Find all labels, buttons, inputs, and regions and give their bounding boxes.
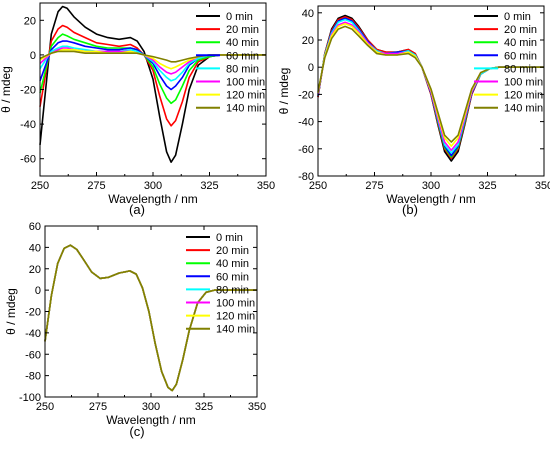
x-tick-label: 325 [200, 180, 218, 192]
legend-entry: 0 min [504, 11, 531, 23]
legend-entry: 80 min [216, 284, 249, 296]
y-tick-label: 0 [35, 285, 41, 297]
panel-label: (c) [129, 424, 144, 439]
legend-entry: 120 min [504, 90, 543, 102]
legend-entry: 100 min [226, 77, 265, 89]
x-tick-label: 350 [248, 401, 266, 413]
y-tick-label: -80 [298, 171, 314, 183]
y-tick-label: -20 [298, 89, 314, 101]
legend-entry: 100 min [504, 77, 543, 89]
x-axis-label: Wavelength / nm [108, 192, 198, 206]
x-axis-label: Wavelength / nm [106, 413, 196, 427]
x-tick-label: 325 [478, 180, 496, 192]
y-tick-label: -40 [298, 117, 314, 129]
y-tick-label: -60 [20, 154, 36, 166]
x-tick-label: 300 [144, 180, 162, 192]
y-tick-label: 20 [24, 15, 36, 27]
y-tick-label: 20 [302, 35, 314, 47]
y-tick-label: -20 [20, 85, 36, 97]
y-tick-label: 60 [29, 221, 41, 233]
legend-entry: 60 min [504, 50, 537, 62]
legend-entry: 20 min [504, 24, 537, 36]
legend-entry: 60 min [216, 271, 249, 283]
y-axis-label: θ / mdeg [277, 68, 291, 115]
legend-entry: 0 min [226, 11, 253, 23]
series-line-140-min [317, 25, 544, 143]
legend-entry: 40 min [504, 37, 537, 49]
x-tick-label: 275 [87, 180, 105, 192]
y-tick-label: -60 [25, 349, 41, 361]
x-tick-label: 300 [422, 180, 440, 192]
legend-entry: 100 min [216, 298, 255, 310]
legend-entry: 40 min [216, 258, 249, 270]
y-tick-label: 40 [302, 8, 314, 20]
y-tick-label: -40 [20, 119, 36, 131]
panel-b-chart: 250 275 300 325 350 -80 -60 -40 -20 0 20 40 Waveleng… [277, 5, 550, 217]
y-tick-label: -80 [25, 371, 41, 383]
series-line-140-min [39, 50, 266, 63]
y-tick-label: -20 [25, 307, 41, 319]
legend-entry: 0 min [216, 232, 243, 244]
legend-entry: 140 min [226, 103, 265, 115]
series-lines [39, 5, 266, 163]
y-tick-label: -40 [25, 328, 41, 340]
legend-entry: 60 min [226, 50, 259, 62]
x-tick-label: 250 [309, 180, 327, 192]
x-tick-label: 325 [195, 401, 213, 413]
x-tick-label: 250 [31, 180, 49, 192]
y-tick-label: 0 [308, 62, 314, 74]
series-lines [44, 244, 257, 392]
x-tick-label: 350 [535, 180, 550, 192]
x-tick-label: 275 [365, 180, 383, 192]
legend-entry: 140 min [216, 324, 255, 336]
y-tick-label: 20 [29, 264, 41, 276]
x-tick-label: 350 [257, 180, 275, 192]
y-tick-label: 0 [30, 50, 36, 62]
series-line-140-min [44, 244, 257, 392]
y-tick-label: -100 [19, 392, 41, 404]
series-line-0-min [39, 5, 266, 163]
y-tick-label: -60 [298, 144, 314, 156]
x-axis-label: Wavelength / nm [386, 192, 476, 206]
y-tick-label: 40 [29, 242, 41, 254]
panel-label: (b) [402, 202, 418, 217]
legend-entry: 80 min [226, 63, 259, 75]
y-axis-label: θ / mdeg [0, 66, 13, 113]
panel-label: (a) [129, 202, 145, 217]
legend-entry: 20 min [216, 245, 249, 257]
legend-entry: 80 min [504, 63, 537, 75]
y-axis-label: θ / mdeg [4, 288, 18, 335]
x-tick-label: 250 [36, 401, 54, 413]
x-tick-label: 300 [142, 401, 160, 413]
panel-c-chart: 250 275 300 325 350 -100 -80 -60 -40 -20 0 20 40 60 Wa… [4, 221, 266, 439]
legend-entry: 120 min [216, 311, 255, 323]
legend-entry: 140 min [504, 103, 543, 115]
series-lines [317, 14, 544, 162]
legend-entry: 20 min [226, 24, 259, 36]
x-tick-label: 275 [89, 401, 107, 413]
legend-entry: 120 min [226, 90, 265, 102]
panel-a-chart: 250 275 300 325 350 -60 -40 -20 0 20 Wavelength / … [0, 2, 275, 217]
legend-entry: 40 min [226, 37, 259, 49]
